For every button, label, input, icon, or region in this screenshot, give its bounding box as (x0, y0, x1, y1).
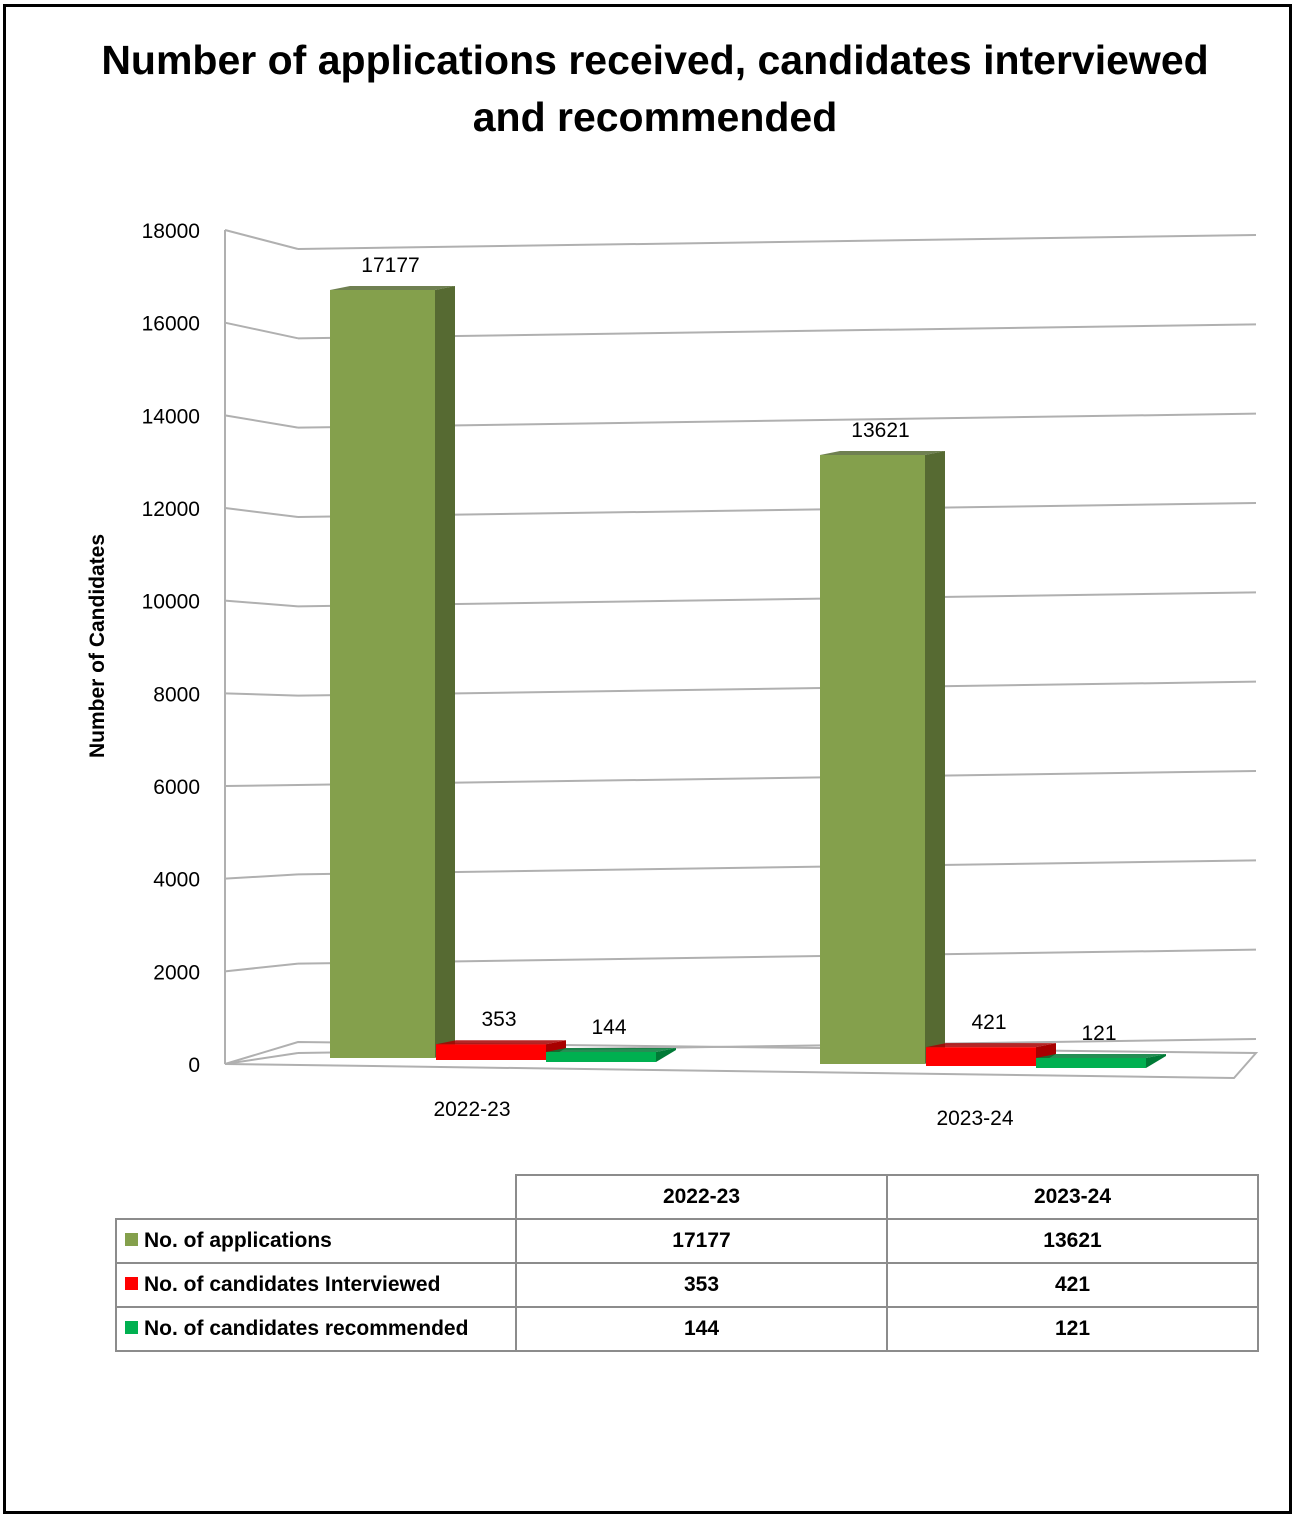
side-wall-gridline (224, 962, 299, 973)
data-table-col-2023-24: 2023-24 (886, 1174, 1259, 1220)
side-wall-gridline (224, 229, 299, 250)
legend-key-applications (125, 1233, 138, 1246)
data-table-cell: 421 (886, 1262, 1259, 1308)
chart-floor (224, 1040, 1259, 1080)
side-wall-gridline (224, 321, 299, 340)
data-label: 17177 (361, 254, 419, 277)
side-wall-gridline (224, 507, 299, 518)
y-tick-label: 2000 (153, 961, 200, 984)
data-table-row-applications: No. of applications 17177 13621 (115, 1218, 1259, 1264)
y-tick-label: 12000 (142, 498, 200, 521)
data-table-col-2022-23: 2022-23 (515, 1174, 888, 1220)
data-table: 2022-23 2023-24 No. of applications 1717… (115, 1174, 1259, 1352)
bar-side (435, 285, 455, 1059)
bar-interviewed-front (436, 1044, 546, 1060)
bar-chart-plot: 0 2000 4000 6000 8000 10000 12000 14000 16000 180… (142, 220, 1259, 1130)
x-tick-label: 2023-24 (936, 1107, 1013, 1130)
gridline (297, 591, 1257, 608)
side-wall-gridline (224, 599, 299, 608)
data-table-header-row: 2022-23 2023-24 (116, 1174, 1259, 1220)
legend-key-interviewed (125, 1277, 138, 1290)
gridline (297, 680, 1257, 697)
bar-recommended-front (546, 1052, 656, 1062)
data-table-cell: 121 (886, 1306, 1259, 1352)
y-tick-label: 8000 (153, 683, 200, 706)
gridline (297, 859, 1257, 876)
data-label: 121 (1081, 1022, 1116, 1045)
y-tick-label: 16000 (142, 313, 200, 336)
gridline (297, 770, 1257, 786)
data-table-row-label: No. of candidates Interviewed (115, 1262, 517, 1308)
bar-interviewed-front (926, 1047, 1036, 1066)
bar-side (1146, 1054, 1166, 1068)
legend-label-recommended: No. of candidates recommended (144, 1317, 469, 1340)
y-tick-label: 0 (188, 1054, 200, 1077)
side-wall-gridline (224, 1052, 299, 1065)
data-table-cell: 17177 (515, 1218, 888, 1264)
data-table-row-interviewed: No. of candidates Interviewed 353 421 (115, 1262, 1259, 1308)
data-table-cell: 353 (515, 1262, 888, 1308)
gridline (297, 412, 1257, 429)
data-label: 13621 (851, 419, 909, 442)
gridline (297, 234, 1257, 250)
bar-applications-front (820, 454, 925, 1064)
data-label: 144 (591, 1016, 626, 1039)
y-tick-label: 10000 (142, 591, 200, 614)
legend-key-recommended (125, 1321, 138, 1334)
y-tick-label: 6000 (153, 776, 200, 799)
side-wall-gridline (224, 692, 299, 697)
gridline (297, 502, 1257, 518)
side-wall-gridline (224, 414, 299, 429)
data-table-row-label: No. of candidates recommended (115, 1306, 517, 1352)
data-label: 421 (971, 1011, 1006, 1034)
bar-applications-front (330, 289, 435, 1059)
bar-top (926, 1043, 1056, 1048)
side-wall-gridline (224, 873, 299, 880)
x-tick-label: 2022-23 (433, 1098, 510, 1121)
data-table-row-label: No. of applications (115, 1218, 517, 1264)
legend-label-applications: No. of applications (144, 1229, 332, 1252)
bar-top (436, 1040, 566, 1045)
side-wall-gridline (224, 784, 299, 787)
bar-top (820, 450, 945, 455)
bar-recommended-front (1036, 1058, 1146, 1068)
y-tick-label: 4000 (153, 869, 200, 892)
bar-top (546, 1048, 676, 1052)
bar-top (330, 285, 455, 290)
gridline (297, 323, 1257, 340)
bar-side (656, 1048, 676, 1062)
legend-label-interviewed: No. of candidates Interviewed (144, 1273, 441, 1296)
data-table-corner (116, 1175, 517, 1220)
y-tick-label: 14000 (142, 405, 200, 428)
gridline (297, 948, 1257, 965)
data-table-cell: 144 (515, 1306, 888, 1352)
chart-title: Number of applications received, candida… (101, 37, 1209, 140)
y-tick-label: 18000 (142, 220, 200, 243)
data-table-row-recommended: No. of candidates recommended 144 121 (115, 1306, 1259, 1352)
data-table-cell: 13621 (886, 1218, 1259, 1264)
bar-side (925, 450, 945, 1064)
data-label: 353 (481, 1008, 516, 1031)
bar-top (1036, 1054, 1166, 1058)
